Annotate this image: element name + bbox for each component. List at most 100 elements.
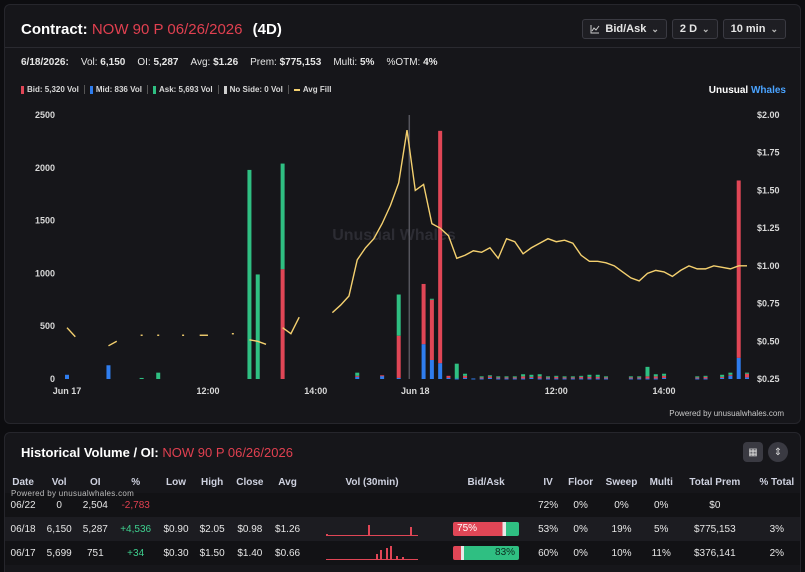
mid-bar <box>529 377 534 379</box>
column-header[interactable]: Avg <box>278 476 297 488</box>
column-header[interactable]: % Total <box>759 476 795 488</box>
interval-dropdown[interactable]: 10 min ⌄ <box>722 19 786 39</box>
x-tick: Jun 18 <box>401 386 430 396</box>
ask-bar <box>521 374 526 377</box>
sweep-cell: 10% <box>598 541 645 565</box>
stat-vol: Vol: 6,150 <box>80 57 126 68</box>
mid-bar <box>487 377 492 379</box>
avg-fill-line <box>249 339 267 345</box>
bid-bar <box>504 377 509 379</box>
close-cell <box>230 493 270 517</box>
floor-cell: 0% <box>562 541 599 565</box>
range-dropdown[interactable]: 2 D ⌄ <box>671 19 718 39</box>
vol-cell: 0 <box>41 493 78 517</box>
mid-bar <box>554 378 559 380</box>
ask-bar <box>537 374 542 377</box>
oi-cell: 2,504 <box>77 493 114 517</box>
table-row[interactable]: 06/18 6,150 5,287 +4,536 $0.90 $2.05 $0.98 $1.2… <box>5 517 800 541</box>
mid-bar <box>628 378 633 380</box>
ask-bar <box>720 374 725 377</box>
column-header[interactable]: Close <box>236 476 264 488</box>
mid-bar <box>355 376 360 379</box>
chevron-down-icon: ⌄ <box>651 23 659 34</box>
column-header[interactable]: Floor <box>568 476 594 488</box>
oi-change-cell: +4,536 <box>113 517 158 541</box>
bid-bar <box>537 376 542 379</box>
bid-bar <box>695 377 700 379</box>
total-prem-cell: $376,141 <box>678 541 752 565</box>
column-header[interactable]: Low <box>166 476 186 488</box>
column-header[interactable]: Multi <box>649 476 673 488</box>
table-row[interactable]: 06/22 0 2,504 -2,783 72% 0% 0% 0% $0 <box>5 493 800 517</box>
column-header[interactable]: Bid/Ask <box>467 476 505 488</box>
historical-table: Date Vol OI% Low High Close Avg Vol (30min) Bid/… <box>5 471 800 565</box>
legend-ask[interactable]: Ask: 5,693 Vol <box>146 85 218 94</box>
ask-bar <box>156 372 161 379</box>
stat-otm: %OTM: 4% <box>386 57 438 68</box>
legend-bid[interactable]: Bid: 5,320 Vol <box>21 85 84 94</box>
avg-cell: $0.66 <box>269 541 306 565</box>
column-header[interactable]: Sweep <box>605 476 638 488</box>
bid-bar <box>479 377 484 379</box>
date-cell: 06/18 <box>5 517 42 541</box>
column-header[interactable]: Date <box>12 476 34 488</box>
y-right-tick: $1.50 <box>757 185 780 195</box>
column-header[interactable]: OI <box>90 476 101 488</box>
ask-bar <box>595 374 600 377</box>
bid-bar <box>587 376 592 379</box>
ask-bar <box>504 376 509 378</box>
ask-bar <box>570 376 575 378</box>
legend-avg-fill[interactable]: Avg Fill <box>287 85 337 94</box>
ask-bar <box>280 163 285 270</box>
contract-label: Contract: <box>21 21 88 38</box>
powered-by-table: Powered by unusualwhales.com <box>11 489 135 498</box>
bid-bar <box>446 375 451 378</box>
total-prem-cell: $0 <box>678 493 752 517</box>
bid-bar <box>396 335 401 378</box>
column-header[interactable]: Vol <box>51 476 67 488</box>
calendar-button[interactable]: ▦ <box>743 442 763 462</box>
legend-mid[interactable]: Mid: 836 Vol <box>83 85 147 94</box>
bid-bar <box>355 375 360 377</box>
legend-no-side[interactable]: No Side: 0 Vol <box>217 85 288 94</box>
y-right-tick: $1.00 <box>757 261 780 271</box>
bid-bar <box>595 376 600 379</box>
ask-bar <box>545 376 550 378</box>
low-cell: $0.30 <box>157 541 195 565</box>
column-header[interactable]: High <box>201 476 224 488</box>
stat-multi: Multi: 5% <box>333 57 375 68</box>
ask-bar <box>604 376 609 378</box>
volume-price-chart[interactable]: Unusual Whales 2500 2000 1500 1000 500 0 $2.00 $… <box>9 103 805 403</box>
high-cell: $1.50 <box>194 541 231 565</box>
mid-bar <box>496 378 501 380</box>
range-label: 2 D <box>679 23 698 35</box>
close-cell: $1.40 <box>230 541 270 565</box>
avg-fill-line <box>66 327 76 338</box>
bid-ask-cell: 83% <box>438 541 534 565</box>
column-header[interactable]: % <box>131 476 141 488</box>
mid-bar <box>736 357 741 379</box>
side-mode-dropdown[interactable]: Bid/Ask ⌄ <box>582 19 667 39</box>
ask-bar <box>255 274 260 379</box>
sort-arrows-icon: ⇕ <box>773 446 783 458</box>
table-row[interactable]: 06/17 5,699 751 +34 $0.30 $1.50 $1.40 $0.66 83% 6… <box>5 541 800 565</box>
bid-ask-cell: 75% <box>438 517 534 541</box>
y-left-tick: 2500 <box>35 110 55 120</box>
column-header[interactable]: Total Prem <box>689 476 741 488</box>
y-right-tick: $0.75 <box>757 299 780 309</box>
mid-bar <box>396 377 401 379</box>
bid-bar <box>529 376 534 378</box>
mid-bar <box>587 378 592 380</box>
column-header[interactable]: Vol (30min) <box>345 476 399 488</box>
bid-ask-bar: 75% <box>453 522 520 536</box>
floor-cell: 0% <box>562 517 599 541</box>
y-left-tick: 0 <box>50 374 55 384</box>
expand-button[interactable]: ⇕ <box>768 442 788 462</box>
vol-cell: 5,699 <box>41 541 78 565</box>
bid-bar <box>662 375 667 378</box>
mid-bar <box>512 378 517 380</box>
avg-cell: $1.26 <box>269 517 306 541</box>
column-header[interactable]: IV <box>543 476 553 488</box>
chevron-down-icon: ⌄ <box>770 23 778 34</box>
y-left-tick: 1000 <box>35 268 55 278</box>
